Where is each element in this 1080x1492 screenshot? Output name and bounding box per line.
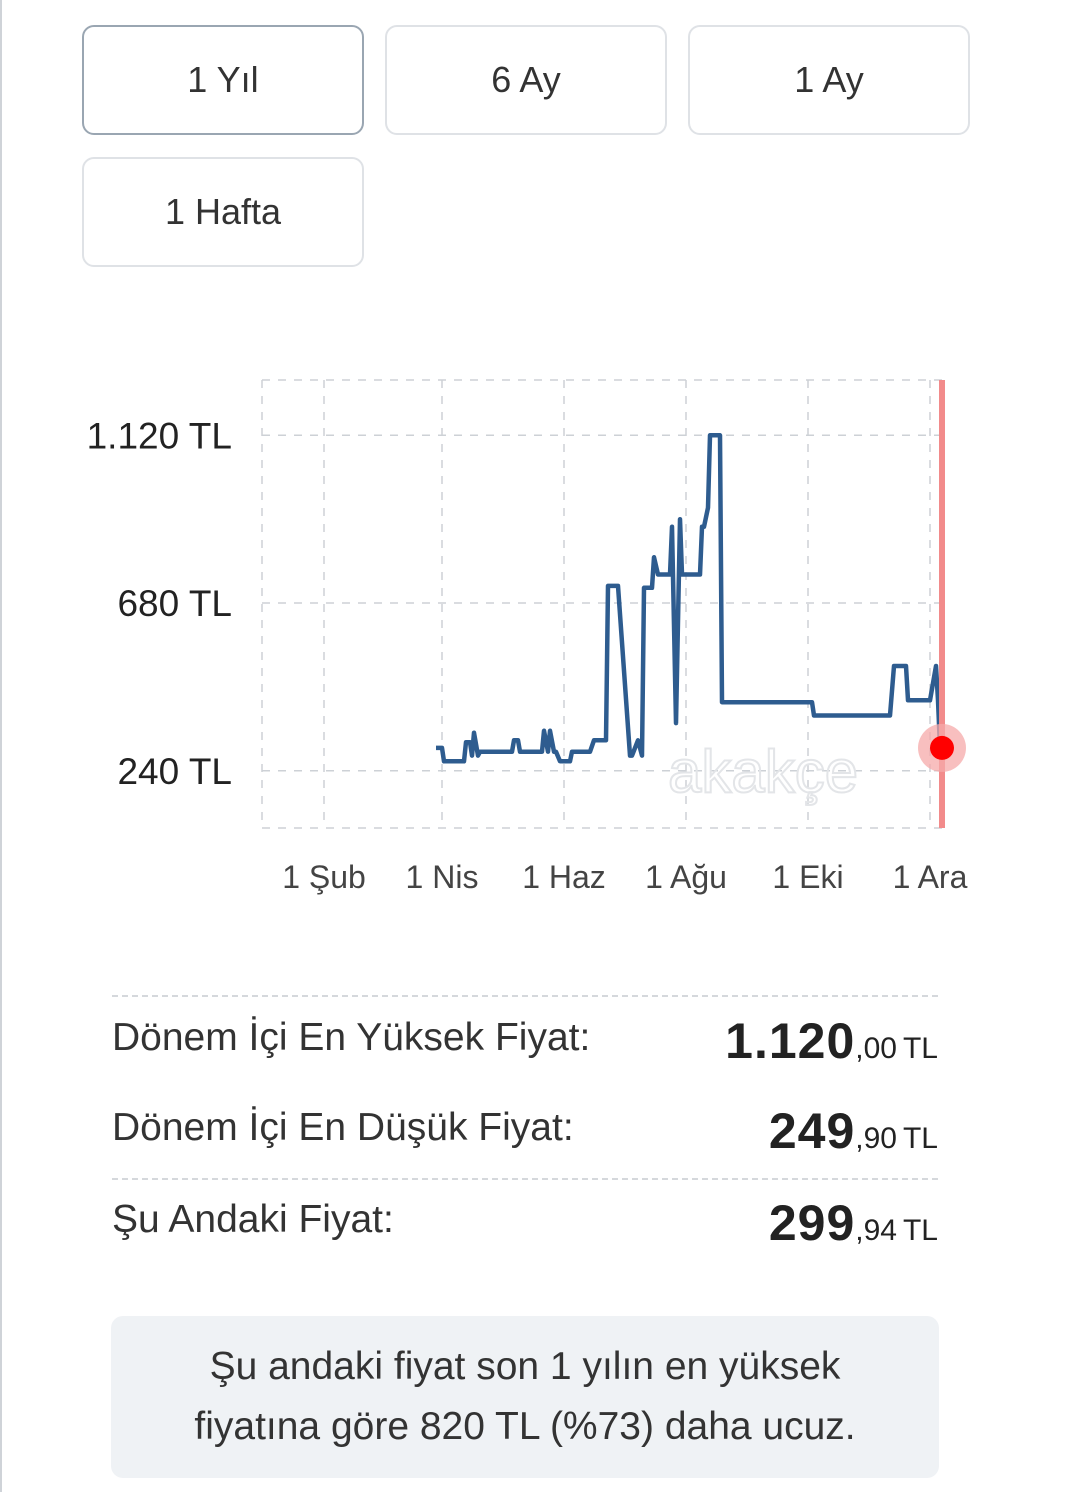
min-price-row: Dönem İçi En Düşük Fiyat: 249,90 TL [112, 1090, 938, 1160]
current-price-label: Şu Andaki Fiyat: [112, 1198, 394, 1241]
x-tick-label: 1 Nis [406, 859, 479, 895]
price-comparison-note: Şu andaki fiyat son 1 yılın en yüksek fi… [111, 1316, 939, 1478]
current-price-dec: ,94 [855, 1214, 897, 1247]
x-tick-label: 1 Ara [893, 859, 968, 895]
period-1-year-button[interactable]: 1 Yıl [82, 25, 364, 135]
max-price-int: 1.120 [725, 1013, 856, 1069]
min-price-dec: ,90 [855, 1122, 897, 1155]
min-price-currency: TL [902, 1122, 938, 1155]
max-price-row: Dönem İçi En Yüksek Fiyat: 1.120,00 TL [112, 1000, 938, 1070]
current-price-marker[interactable] [930, 735, 954, 760]
y-tick-label: 680 TL [117, 583, 232, 624]
x-axis-labels: 1 Şub 1 Nis 1 Haz 1 Ağu 1 Eki 1 Ara [282, 859, 967, 895]
current-price-int: 299 [768, 1195, 856, 1251]
max-price-value: 1.120,00 TL [725, 1012, 938, 1070]
current-price-currency: TL [902, 1214, 938, 1247]
y-tick-label: 240 TL [117, 751, 232, 792]
y-axis-labels: 1.120 TL 680 TL 240 TL [87, 415, 232, 792]
current-price-row: Şu Andaki Fiyat: 299,94 TL [112, 1182, 938, 1252]
max-price-currency: TL [902, 1032, 938, 1065]
min-price-value: 249,90 TL [769, 1102, 938, 1160]
period-6-months-button[interactable]: 6 Ay [385, 25, 667, 135]
period-1-month-button[interactable]: 1 Ay [688, 25, 970, 135]
period-1-week-button[interactable]: 1 Hafta [82, 157, 364, 267]
min-price-label: Dönem İçi En Düşük Fiyat: [112, 1106, 574, 1149]
min-price-int: 249 [768, 1103, 856, 1159]
left-edge-divider [0, 0, 2, 1492]
price-line [436, 433, 943, 764]
stats-divider-mid [112, 1178, 938, 1180]
x-tick-label: 1 Şub [282, 859, 366, 895]
y-tick-label: 1.120 TL [87, 415, 232, 456]
stats-divider-top [112, 995, 938, 997]
max-price-label: Dönem İçi En Yüksek Fiyat: [112, 1016, 591, 1059]
x-tick-label: 1 Eki [772, 859, 843, 895]
x-tick-label: 1 Ağu [645, 859, 727, 895]
current-price-value: 299,94 TL [769, 1194, 938, 1252]
max-price-dec: ,00 [855, 1032, 897, 1065]
akakce-watermark: akakçe [668, 738, 858, 805]
chart-grid [261, 379, 942, 829]
x-tick-label: 1 Haz [522, 859, 606, 895]
